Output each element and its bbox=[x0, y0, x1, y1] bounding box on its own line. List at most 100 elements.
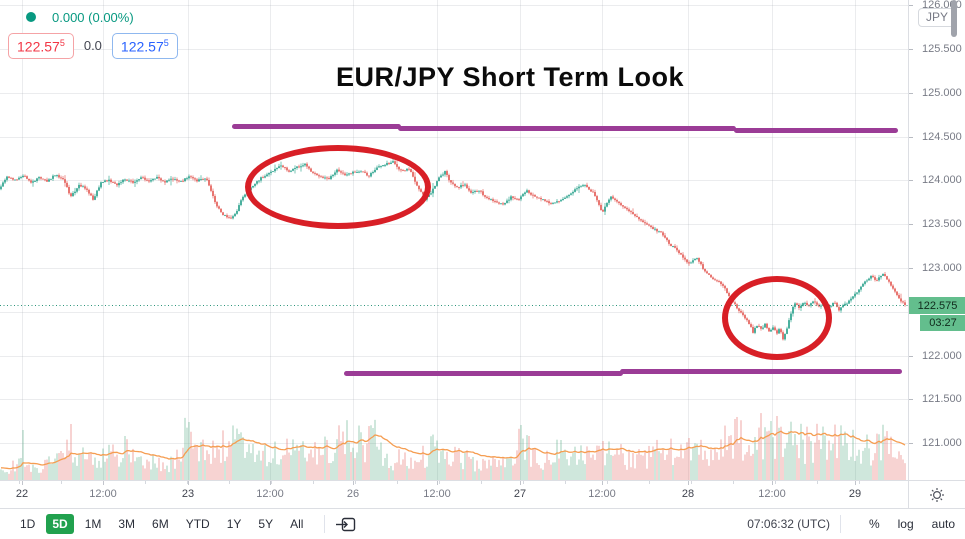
last-price-tag: 122.575 bbox=[909, 297, 965, 315]
range-button-1y[interactable]: 1Y bbox=[221, 514, 248, 534]
time-axis-minor-tick bbox=[439, 481, 440, 484]
time-axis-day-label: 23 bbox=[181, 488, 195, 500]
time-axis-minor-tick bbox=[649, 481, 650, 484]
spread-value: 0.0 bbox=[83, 38, 102, 54]
bottom-toolbar: 1D 5D 1M 3M 6M YTD 1Y 5Y All 07:06:32 (UTC) % log… bbox=[0, 508, 965, 539]
price-axis-tick bbox=[909, 268, 913, 269]
bid-price-pip: 5 bbox=[59, 38, 65, 48]
bar-countdown: 03:27 bbox=[920, 315, 965, 332]
time-axis-minor-tick bbox=[229, 481, 230, 484]
change-value: 0.000 (0.00%) bbox=[52, 9, 134, 25]
time-axis-day-label: 29 bbox=[848, 488, 862, 500]
time-axis-tick bbox=[520, 481, 521, 485]
range-button-ytd[interactable]: YTD bbox=[180, 514, 216, 534]
time-axis-hour-label: 26 bbox=[346, 488, 360, 500]
ask-price-box[interactable]: 122.575 bbox=[111, 33, 178, 59]
time-axis-tick bbox=[855, 481, 856, 485]
time-axis-minor-tick bbox=[271, 481, 272, 484]
ask-price: 122.57 bbox=[120, 38, 164, 55]
time-axis-day-label: 22 bbox=[15, 488, 29, 500]
time-axis-minor-tick bbox=[313, 481, 314, 484]
range-button-5d[interactable]: 5D bbox=[46, 514, 74, 534]
time-axis-day-label: 27 bbox=[513, 488, 527, 500]
time-axis-minor-tick bbox=[187, 481, 188, 484]
scale-toggles: % log auto bbox=[851, 517, 955, 531]
range-button-3m[interactable]: 3M bbox=[112, 514, 141, 534]
range-button-1d[interactable]: 1D bbox=[14, 514, 41, 534]
time-axis-minor-tick bbox=[145, 481, 146, 484]
time-axis-minor-tick bbox=[817, 481, 818, 484]
time-axis-hour-label: 12:00 bbox=[588, 488, 616, 500]
price-axis-label: 125.500 bbox=[922, 43, 962, 55]
time-axis-minor-tick bbox=[61, 481, 62, 484]
symbol-legend: 0.000 (0.00%) 122.575 0.0 122.575 bbox=[8, 6, 178, 59]
time-axis-hour-label: 12:00 bbox=[758, 488, 786, 500]
price-axis-label: 123.000 bbox=[922, 262, 962, 274]
price-axis-label: 121.000 bbox=[922, 437, 962, 450]
time-axis-tick bbox=[772, 481, 773, 485]
price-axis-tick bbox=[909, 136, 913, 138]
toggle-log[interactable]: log bbox=[897, 517, 914, 531]
time-axis-minor-tick bbox=[607, 481, 608, 484]
time-axis-tick bbox=[103, 481, 104, 485]
price-axis-label: 125.000 bbox=[922, 86, 962, 99]
series-marker-dot-icon bbox=[26, 12, 36, 22]
time-axis-tick bbox=[688, 481, 689, 485]
toggle-auto[interactable]: auto bbox=[931, 517, 955, 531]
time-axis-minor-tick bbox=[565, 481, 566, 484]
ask-price-pip: 5 bbox=[163, 38, 169, 48]
time-axis-tick bbox=[602, 481, 603, 485]
range-button-all[interactable]: All bbox=[284, 514, 309, 534]
legend-quote-row: 122.575 0.0 122.575 bbox=[8, 33, 178, 59]
time-axis-minor-tick bbox=[523, 481, 524, 484]
range-button-5y[interactable]: 5Y bbox=[252, 514, 279, 534]
time-axis-hour-label: 12:00 bbox=[256, 488, 284, 500]
price-axis-tick bbox=[909, 355, 913, 357]
price-axis-tick bbox=[909, 443, 913, 445]
price-axis-tick bbox=[909, 49, 913, 50]
price-axis-label: 126.000 bbox=[922, 0, 962, 12]
go-to-date-icon bbox=[336, 517, 356, 531]
time-axis-minor-tick bbox=[19, 481, 20, 484]
price-axis[interactable]: JPY 122.575 03:27 126.000 125.500 125.000 1… bbox=[908, 0, 965, 480]
price-axis-label: 122.000 bbox=[922, 349, 962, 362]
time-axis-minor-tick bbox=[397, 481, 398, 484]
price-axis-label: 124.500 bbox=[922, 130, 962, 143]
go-to-date-button[interactable] bbox=[335, 516, 356, 533]
toolbar-divider bbox=[324, 515, 326, 533]
time-axis-minor-tick bbox=[481, 481, 482, 484]
time-axis-minor-tick bbox=[775, 481, 776, 484]
range-button-1m[interactable]: 1M bbox=[79, 514, 108, 534]
time-axis-tick bbox=[437, 481, 438, 485]
time-axis-minor-tick bbox=[859, 481, 860, 484]
candlestick-chart-canvas[interactable] bbox=[0, 0, 908, 480]
settings-sun-icon[interactable] bbox=[929, 487, 945, 503]
price-axis-tick bbox=[909, 180, 913, 182]
chart-title: EUR/JPY Short Term Look bbox=[335, 62, 685, 92]
date-range-buttons: 1D 5D 1M 3M 6M YTD 1Y 5Y All bbox=[14, 514, 314, 534]
time-axis-hour-label: 12:00 bbox=[89, 488, 117, 500]
time-axis[interactable]: 22 12:00 23 12:00 26 12:00 27 12:00 28 12:00 29 bbox=[0, 480, 908, 508]
clock[interactable]: 07:06:32 (UTC) bbox=[747, 517, 830, 531]
range-button-6m[interactable]: 6M bbox=[146, 514, 175, 534]
bid-price-box[interactable]: 122.575 bbox=[8, 33, 74, 59]
scrollbar-thumb[interactable] bbox=[951, 0, 957, 37]
time-axis-hour-label: 12:00 bbox=[423, 488, 451, 500]
chart-pane[interactable]: EUR/JPY Short Term Look 0.000 (0.00%) 12… bbox=[0, 0, 908, 480]
time-axis-tick bbox=[353, 481, 354, 485]
price-axis-tick bbox=[909, 224, 913, 226]
time-axis-tick bbox=[270, 481, 271, 485]
price-axis-label: 123.500 bbox=[922, 218, 962, 231]
chart-settings-cell[interactable] bbox=[908, 480, 965, 508]
toggle-percent[interactable]: % bbox=[868, 517, 880, 531]
time-axis-tick bbox=[22, 481, 23, 485]
legend-change-row: 0.000 (0.00%) bbox=[8, 6, 178, 28]
currency-badge[interactable]: JPY bbox=[918, 8, 957, 27]
price-axis-tick bbox=[909, 399, 913, 401]
price-axis-tick bbox=[909, 5, 913, 7]
time-axis-minor-tick bbox=[355, 481, 356, 484]
bid-price: 122.57 bbox=[17, 38, 60, 55]
time-axis-minor-tick bbox=[691, 481, 692, 484]
toolbar-divider bbox=[839, 515, 841, 533]
